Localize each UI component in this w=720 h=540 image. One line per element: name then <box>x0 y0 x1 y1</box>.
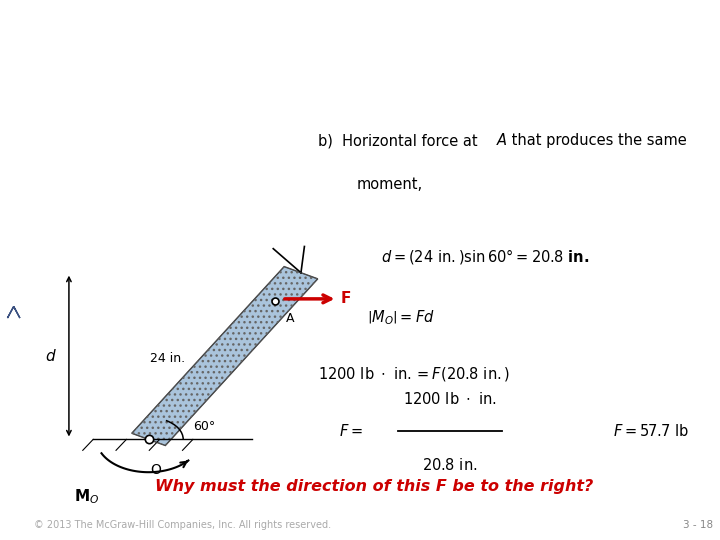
Text: b)  Horizontal force at: b) Horizontal force at <box>318 133 482 148</box>
Text: 60°: 60° <box>194 420 216 433</box>
Polygon shape <box>7 306 20 318</box>
Text: d: d <box>45 348 55 363</box>
Text: $\mathbf{M}_O$: $\mathbf{M}_O$ <box>73 487 99 505</box>
Text: © 2013 The McGraw-Hill Companies, Inc. All rights reserved.: © 2013 The McGraw-Hill Companies, Inc. A… <box>35 520 331 530</box>
Text: Tenth
Edition: Tenth Edition <box>5 21 35 41</box>
Text: A: A <box>285 312 294 325</box>
Text: $1200\ \mathrm{lb}\ \cdot\ \mathrm{in.}$: $1200\ \mathrm{lb}\ \cdot\ \mathrm{in.}$ <box>403 390 497 407</box>
Text: 3 - 18: 3 - 18 <box>683 520 713 530</box>
Text: 24 in.: 24 in. <box>150 352 185 365</box>
Text: A: A <box>497 133 507 148</box>
Text: Graw: Graw <box>6 495 22 501</box>
Text: moment,: moment, <box>356 177 423 192</box>
Text: Sample Problem 3.1: Sample Problem 3.1 <box>27 76 231 93</box>
Polygon shape <box>1 299 26 333</box>
Text: F: F <box>341 292 351 306</box>
Text: $F = 57.7\ \mathrm{lb}$: $F = 57.7\ \mathrm{lb}$ <box>613 423 689 438</box>
Polygon shape <box>132 267 318 446</box>
Text: Mc: Mc <box>9 482 19 488</box>
Text: that produces the same: that produces the same <box>507 133 686 148</box>
Text: $F =$: $F =$ <box>339 423 363 438</box>
Text: Hill: Hill <box>9 506 19 511</box>
Text: $\left|M_O\right| = Fd$: $\left|M_O\right| = Fd$ <box>366 308 435 327</box>
Text: $d = (24\ \mathrm{in.})\sin 60°= 20.8\ \mathbf{in.}$: $d = (24\ \mathrm{in.})\sin 60°= 20.8\ \… <box>381 247 589 266</box>
FancyArrowPatch shape <box>284 295 330 303</box>
Text: Vector Mechanics for Engineers: Statics: Vector Mechanics for Engineers: Statics <box>27 18 619 44</box>
Text: Why must the direction of this F be to the right?: Why must the direction of this F be to t… <box>155 479 593 494</box>
Text: $1200\ \mathrm{lb}\ \cdot\ \mathrm{in.} = F(20.8\ \mathrm{in.})$: $1200\ \mathrm{lb}\ \cdot\ \mathrm{in.} … <box>318 365 510 383</box>
Text: $20.8\ \mathrm{in.}$: $20.8\ \mathrm{in.}$ <box>422 457 477 473</box>
Text: O: O <box>150 463 161 477</box>
